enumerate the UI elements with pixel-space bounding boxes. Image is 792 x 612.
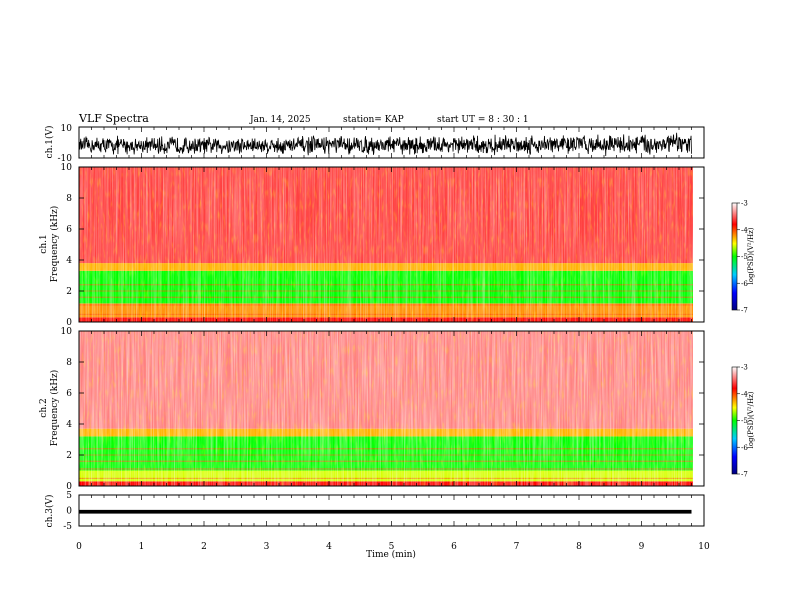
time-axis-ticklabels: 0 1 2 3 4 5 6 7 8 9 10	[76, 542, 710, 552]
ch3-ytick-label-1: 0	[66, 507, 72, 517]
ch3-waveform-xticks	[78, 495, 705, 526]
ch1-waveform-xticks	[78, 127, 705, 158]
ch1-colorbar	[731, 202, 738, 311]
ch1-waveform-trace	[79, 132, 692, 156]
ch1-ytick-top: 10	[61, 124, 73, 134]
ch2-spectrogram-blank-tail	[693, 331, 704, 486]
ch3-ytick-label-0: 5	[66, 491, 72, 501]
colorbar-ticklabel-4: -7	[741, 307, 748, 315]
ytick-label-3: 6	[66, 389, 72, 399]
station-label: station= KAP	[343, 115, 404, 125]
time-axis-label: Time (min)	[366, 549, 416, 560]
colorbar-ticklabel-2: -5	[741, 417, 748, 425]
colorbar-ticklabel-2: -5	[741, 253, 748, 261]
ch2-channel-label: ch.2	[39, 398, 49, 417]
ytick-label-2: 4	[66, 420, 72, 430]
ch2-colorbar-label: log(PSD)(V²/Hz)	[747, 391, 755, 448]
time-tick-2: 2	[201, 542, 207, 552]
ch2-colorbar-ticks: -3 -4 -5 -6 -7	[737, 364, 748, 479]
ytick-label-0: 0	[66, 318, 72, 328]
figure-title: VLF Spectra	[78, 112, 149, 125]
date-label: Jan. 14, 2025	[249, 115, 311, 125]
ch3-waveform-panel: 5 0 -5 ch.3(V) 0 1 2 3 4 5 6 7 8 9 10 Time (min)	[44, 491, 710, 560]
time-tick-4: 4	[326, 542, 332, 552]
ch1-ytick-bottom: -10	[58, 154, 73, 164]
ytick-label-1: 2	[66, 451, 72, 461]
ch1-spectrogram-blank-tail	[693, 167, 704, 322]
ytick-label-5: 10	[61, 327, 73, 337]
ytick-label-3: 6	[66, 225, 72, 235]
ch3-waveform-trace	[79, 509, 692, 514]
ch1-spectrogram-xticks	[78, 167, 705, 322]
colorbar-ticklabel-1: -4	[741, 390, 748, 398]
ch1-spectrogram-streaks	[79, 167, 704, 322]
time-tick-6: 6	[451, 542, 457, 552]
ch2-spectrogram-xticks	[78, 331, 705, 486]
ch3-waveform-yticks: 5 0 -5	[63, 491, 83, 532]
time-tick-0: 0	[76, 542, 82, 552]
ytick-label-5: 10	[61, 163, 73, 173]
start-time-label: start UT = 8 : 30 : 1	[437, 115, 529, 125]
ch3-ytick-label-2: -5	[63, 522, 72, 532]
colorbar-ticklabel-4: -7	[741, 471, 748, 479]
time-tick-10: 10	[698, 542, 710, 552]
colorbar-ticklabel-0: -3	[741, 200, 748, 208]
time-tick-8: 8	[576, 542, 582, 552]
colorbar-ticklabel-0: -3	[741, 364, 748, 372]
ch1-waveform-line	[79, 132, 692, 156]
ch3-waveform-band	[79, 509, 692, 514]
time-tick-9: 9	[639, 542, 645, 552]
time-tick-1: 1	[139, 542, 145, 552]
ch1-frequency-ylabel: Frequency (kHz)	[49, 206, 60, 283]
ytick-label-2: 4	[66, 256, 72, 266]
colorbar-ticklabel-3: -6	[741, 444, 748, 452]
ch1-waveform-frame	[78, 126, 705, 159]
ch1-colorbar-ticks: -3 -4 -5 -6 -7	[737, 200, 748, 315]
ch1-spectrogram-yticks: 0 2 4 6 8 10	[61, 163, 704, 328]
ch1-channel-label: ch.1	[39, 234, 49, 253]
ch2-spectrogram-yticks: 0 2 4 6 8 10	[61, 327, 704, 492]
time-tick-3: 3	[264, 542, 270, 552]
time-tick-7: 7	[514, 542, 520, 552]
ch2-colorbar	[731, 366, 738, 475]
ytick-label-4: 8	[66, 358, 72, 368]
ch3-waveform-ylabel: ch.3(V)	[44, 495, 55, 528]
ch2-frequency-ylabel: Frequency (kHz)	[49, 370, 60, 447]
ytick-label-4: 8	[66, 194, 72, 204]
colorbar-ticklabel-1: -4	[741, 226, 748, 234]
ch1-colorbar-label: log(PSD)(V²/Hz)	[747, 227, 755, 284]
colorbar-ticklabel-3: -6	[741, 280, 748, 288]
ytick-label-0: 0	[66, 482, 72, 492]
ch2-spectrogram-streaks	[79, 331, 704, 486]
time-tick-5: 5	[389, 542, 395, 552]
ch1-waveform-panel: 10 -10 ch.1(V)	[44, 124, 705, 164]
ytick-label-1: 2	[66, 287, 72, 297]
ch1-waveform-ylabel: ch.1(V)	[44, 126, 55, 159]
